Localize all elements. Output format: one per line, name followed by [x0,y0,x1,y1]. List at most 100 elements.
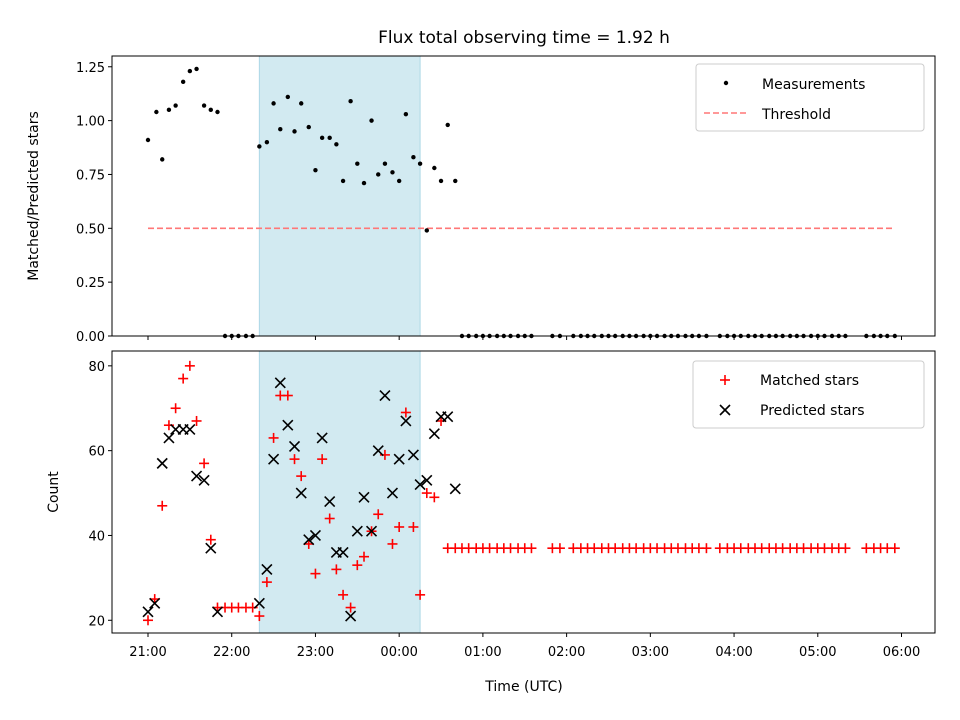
predicted-star-point [324,495,336,508]
measurement-point [299,101,304,106]
predicted-star-point [386,487,399,499]
measurement-point [417,161,423,166]
top-y-tick-label: 0.50 [76,222,105,237]
top-axes-frame [111,55,936,337]
predicted-star-point [393,453,405,465]
bot-y-tick-label: 20 [88,614,105,629]
matched-star-point [254,611,265,622]
measurement-point [201,103,207,108]
predicted-star-point [365,525,378,537]
matched-star-point [338,589,349,600]
predicted-star-point [414,479,426,491]
top-legend-box [695,63,925,132]
top-panel: 0.00 0.25 0.50 0.75 1.00 1.25 Matched/Predict… [26,55,936,345]
measurement-point [160,157,165,162]
measurement-point [355,161,360,166]
x-tick-label: 05:00 [799,645,836,660]
measurement-point [390,170,395,175]
measurement-point [432,165,437,171]
predicted-star-point [184,423,196,436]
measurement-point [264,139,270,145]
predicted-star-point [295,487,307,499]
predicted-star-point [253,597,265,609]
matched-star-point [429,492,440,503]
matched-star-point [352,560,363,571]
measurement-point [173,103,178,108]
measurement-point [187,68,193,74]
matched-star-point [261,577,272,588]
measurement-point [285,94,291,100]
x-tick-label: 06:00 [883,645,920,660]
top-x-ticks [147,336,903,340]
matched-star-point [178,373,189,384]
matched-star-point [415,589,426,600]
matched-star-point [191,415,202,426]
top-y-tick-label: 0.00 [76,330,105,345]
measurement-point [313,167,318,173]
predicted-star-point [288,440,301,452]
predicted-star-point [407,449,419,461]
top-y-tick-label: 1.00 [76,115,105,130]
matched-star-point [289,454,300,465]
matched-star-point [345,602,356,613]
legend-threshold-label: Threshold [761,107,831,123]
chart-title: Flux total observing time = 1.92 h [378,28,670,48]
bottom-y-axis-label: Count [46,471,62,513]
measurement-point [166,107,172,113]
matched-star-point [157,500,168,511]
predicted-star-point [442,411,454,423]
predicted-star-point [261,563,273,575]
legend-matched-marker [720,375,730,385]
top-y-tick-label: 0.75 [76,168,105,183]
x-tick-label: 23:00 [297,645,334,660]
predicted-star-point [337,546,349,558]
top-y-axis-label: Matched/Predicted stars [26,111,42,281]
measurement-point [334,142,339,147]
legend-measurements-marker [723,80,729,86]
matched-star-point [268,432,279,443]
predicted-star-point [163,432,175,444]
x-tick-label: 03:00 [632,645,669,660]
top-y-tick-label: 1.25 [76,61,105,76]
predicted-star-point [205,542,217,554]
matched-star-point [889,543,900,554]
predicted-star-point [449,483,461,495]
matched-star-point [421,488,432,499]
predicted-star-point [345,610,357,622]
measurement-point [278,127,283,132]
matched-star-point [282,390,293,401]
matched-star-point [394,521,405,532]
predicted-star-point [211,606,224,618]
top-legend: Measurements Threshold [695,63,925,132]
legend-matched-label: Matched stars [760,373,859,389]
matched-star-point [317,454,328,465]
measurement-point [319,135,325,141]
matched-star-point [408,521,419,532]
predicted-star-point [316,432,328,444]
measurement-point [445,122,450,128]
measurement-point [348,99,353,104]
matched-star-point [184,360,195,371]
predicted-star-point [198,474,210,486]
x-axis-label: Time (UTC) [484,679,562,695]
measurement-point [257,144,262,149]
bottom-legend: Matched stars Predicted stars [692,360,925,429]
predicted-star-point [149,597,161,609]
legend-predicted-marker [719,404,731,416]
measurement-point [438,178,444,184]
measurement-point [208,107,213,113]
matched-star-point [205,534,216,545]
x-tick-label: 22:00 [213,645,250,660]
matched-star-point [331,564,342,575]
matched-star-point [310,568,321,579]
predicted-star-point [400,415,412,427]
measurement-point [194,66,199,72]
measurement-point [369,118,374,123]
measurement-point [396,178,402,184]
bot-y-tick-label: 80 [88,360,105,375]
legend-predicted-label: Predicted stars [760,403,865,419]
predicted-star-point [309,529,322,542]
predicted-star-point [303,534,315,546]
predicted-star-point [351,525,363,537]
measurement-point [180,79,186,85]
